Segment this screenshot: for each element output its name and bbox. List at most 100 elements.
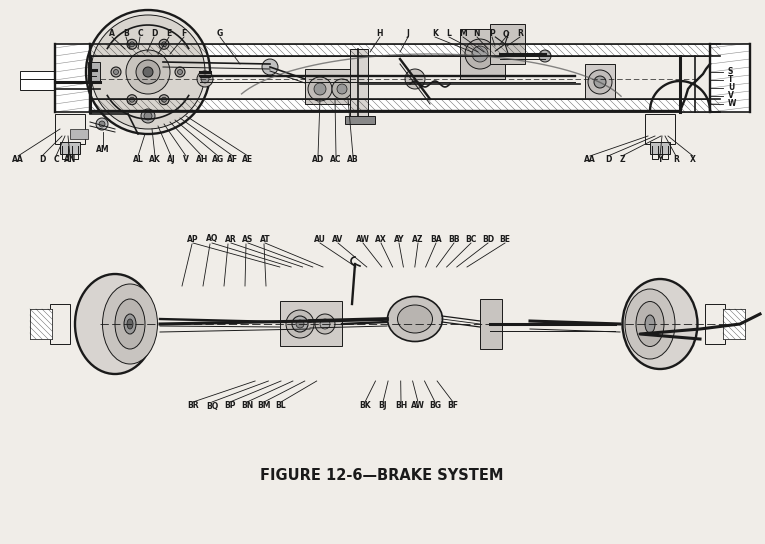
Circle shape bbox=[96, 118, 108, 130]
Circle shape bbox=[141, 109, 155, 123]
Bar bbox=[345, 116, 375, 124]
Bar bbox=[20, 71, 55, 79]
Circle shape bbox=[588, 70, 612, 94]
Bar bbox=[88, 62, 100, 82]
Text: BP: BP bbox=[224, 401, 236, 411]
Bar bbox=[90, 44, 720, 56]
Circle shape bbox=[405, 69, 425, 89]
Circle shape bbox=[594, 76, 606, 88]
Circle shape bbox=[113, 70, 119, 75]
Circle shape bbox=[262, 59, 278, 75]
Text: D: D bbox=[151, 29, 157, 39]
Text: AT: AT bbox=[259, 234, 270, 244]
Circle shape bbox=[197, 71, 213, 87]
Text: B: B bbox=[123, 29, 129, 39]
Circle shape bbox=[127, 39, 137, 50]
Text: P: P bbox=[489, 29, 495, 39]
Circle shape bbox=[127, 95, 137, 104]
Circle shape bbox=[129, 42, 135, 47]
Bar bbox=[305, 69, 360, 104]
Bar bbox=[490, 24, 525, 64]
Text: BM: BM bbox=[257, 401, 271, 411]
Circle shape bbox=[144, 112, 152, 120]
Text: AD: AD bbox=[312, 154, 324, 164]
Ellipse shape bbox=[636, 301, 664, 347]
Text: C: C bbox=[54, 154, 59, 164]
Circle shape bbox=[465, 39, 495, 69]
Ellipse shape bbox=[115, 299, 145, 349]
Circle shape bbox=[315, 314, 335, 334]
Text: FIGURE 12-6—BRAKE SYSTEM: FIGURE 12-6—BRAKE SYSTEM bbox=[260, 468, 503, 484]
Text: BA: BA bbox=[430, 234, 442, 244]
Circle shape bbox=[292, 316, 308, 332]
Bar bbox=[55, 114, 85, 144]
Text: AP: AP bbox=[187, 234, 199, 244]
Text: BC: BC bbox=[465, 234, 477, 244]
Circle shape bbox=[296, 320, 304, 328]
Circle shape bbox=[177, 70, 183, 75]
Text: BB: BB bbox=[448, 234, 460, 244]
Text: AK: AK bbox=[149, 154, 161, 164]
Text: R: R bbox=[673, 154, 679, 164]
Ellipse shape bbox=[103, 284, 158, 364]
Text: J: J bbox=[406, 29, 409, 39]
Circle shape bbox=[111, 67, 121, 77]
Text: U: U bbox=[728, 83, 734, 92]
Bar bbox=[480, 299, 502, 349]
Text: BL: BL bbox=[275, 401, 286, 411]
Text: BE: BE bbox=[500, 234, 510, 244]
Circle shape bbox=[332, 79, 352, 99]
Text: W: W bbox=[728, 100, 737, 108]
Text: BG: BG bbox=[429, 401, 441, 411]
Circle shape bbox=[143, 67, 153, 77]
Text: D: D bbox=[605, 154, 611, 164]
Bar bbox=[20, 78, 55, 90]
Bar bbox=[710, 44, 750, 112]
Bar bbox=[350, 49, 368, 119]
Text: AR: AR bbox=[225, 234, 237, 244]
Text: AS: AS bbox=[243, 234, 254, 244]
Circle shape bbox=[136, 60, 160, 84]
Text: C: C bbox=[137, 29, 143, 39]
Text: K: K bbox=[432, 29, 438, 39]
Ellipse shape bbox=[398, 305, 432, 333]
Text: AX: AX bbox=[375, 234, 387, 244]
Text: M: M bbox=[459, 29, 467, 39]
Bar bbox=[585, 64, 615, 99]
Text: N: N bbox=[474, 29, 480, 39]
Bar bbox=[723, 309, 745, 339]
Circle shape bbox=[161, 42, 167, 47]
Text: BQ: BQ bbox=[206, 401, 218, 411]
Text: AY: AY bbox=[394, 234, 404, 244]
Text: Q: Q bbox=[503, 29, 509, 39]
Text: AA: AA bbox=[12, 154, 24, 164]
Circle shape bbox=[86, 10, 210, 134]
Circle shape bbox=[308, 77, 332, 101]
Bar bbox=[30, 309, 52, 339]
Bar bbox=[90, 99, 720, 112]
Text: F: F bbox=[181, 29, 187, 39]
Text: AB: AB bbox=[347, 154, 359, 164]
Ellipse shape bbox=[625, 289, 675, 359]
Text: BH: BH bbox=[395, 401, 407, 411]
Text: L: L bbox=[447, 29, 451, 39]
Text: AV: AV bbox=[332, 234, 343, 244]
Text: V: V bbox=[183, 154, 189, 164]
Text: BD: BD bbox=[482, 234, 494, 244]
Text: V: V bbox=[728, 91, 734, 101]
Text: BF: BF bbox=[448, 401, 458, 411]
Text: Y: Y bbox=[657, 154, 662, 164]
Text: AE: AE bbox=[243, 154, 253, 164]
Bar bbox=[650, 142, 670, 154]
Text: AQ: AQ bbox=[206, 234, 218, 244]
Circle shape bbox=[159, 39, 169, 50]
Ellipse shape bbox=[75, 274, 155, 374]
Bar bbox=[460, 29, 505, 79]
Text: BK: BK bbox=[360, 401, 371, 411]
Ellipse shape bbox=[388, 296, 442, 342]
Ellipse shape bbox=[124, 314, 136, 334]
Text: E: E bbox=[166, 29, 171, 39]
Bar bbox=[50, 304, 70, 344]
Text: AL: AL bbox=[132, 154, 143, 164]
Circle shape bbox=[126, 50, 170, 94]
